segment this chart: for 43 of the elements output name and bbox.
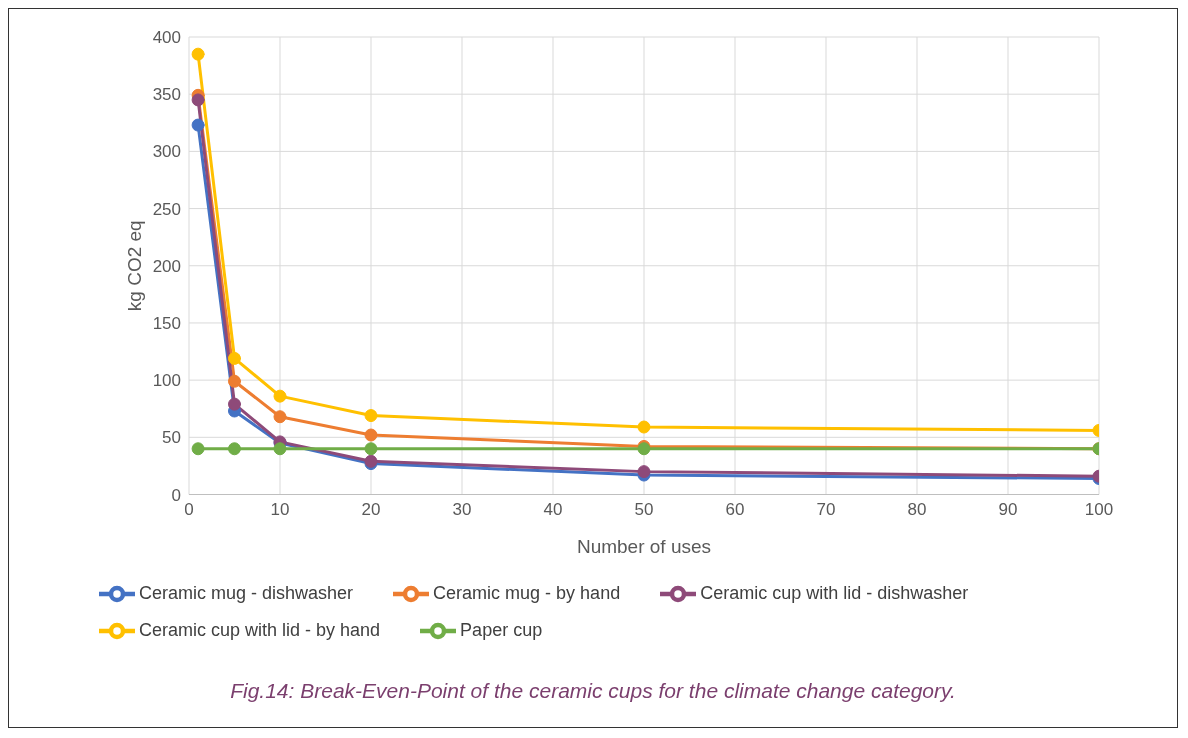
point (637, 420, 651, 434)
x-tick-label: 40 (543, 499, 563, 519)
y-tick-label: 350 (152, 85, 181, 105)
point (364, 428, 378, 442)
point (364, 409, 378, 423)
legend-label: Paper cup (460, 619, 543, 640)
x-tick-label: 70 (816, 499, 836, 519)
x-tick-label: 50 (634, 499, 654, 519)
point (191, 47, 205, 61)
y-tick-label: 100 (152, 371, 181, 391)
y-tick-label: 200 (152, 256, 181, 276)
y-axis-title: kg CO2 eq (123, 220, 145, 312)
legend-label: Ceramic cup with lid - by hand (139, 619, 381, 640)
point (228, 397, 241, 411)
point (191, 442, 205, 456)
point (273, 442, 287, 456)
x-tick-label: 60 (725, 499, 745, 519)
point (228, 351, 241, 365)
y-tick-label: 300 (152, 142, 181, 162)
x-axis-title: Number of uses (576, 535, 712, 557)
x-tick-label: 30 (452, 499, 472, 519)
point (228, 374, 241, 388)
point (191, 118, 205, 132)
caption: Fig.14: Break-Even-Point of the ceramic cups for the climate change category. (229, 679, 957, 703)
x-tick-label: 20 (361, 499, 381, 519)
point (191, 93, 205, 107)
legend-label: Ceramic mug - dishwasher (139, 582, 354, 603)
x-tick-label: 90 (998, 499, 1018, 519)
point (273, 389, 287, 403)
legend-label: Ceramic cup with lid - dishwasher (700, 582, 969, 603)
point (228, 442, 241, 456)
x-tick-label: 0 (184, 499, 194, 519)
x-tick-label: 80 (907, 499, 927, 519)
y-tick-label: 50 (162, 428, 181, 448)
x-tick-label: 100 (1084, 499, 1114, 519)
y-tick-label: 0 (171, 485, 181, 505)
point (273, 410, 287, 424)
legend-label: Ceramic mug - by hand (433, 582, 621, 603)
x-tick-label: 10 (270, 499, 290, 519)
y-tick-label: 250 (152, 199, 181, 219)
y-tick-label: 150 (152, 313, 181, 333)
point (364, 442, 378, 456)
y-tick-label: 400 (152, 28, 181, 48)
